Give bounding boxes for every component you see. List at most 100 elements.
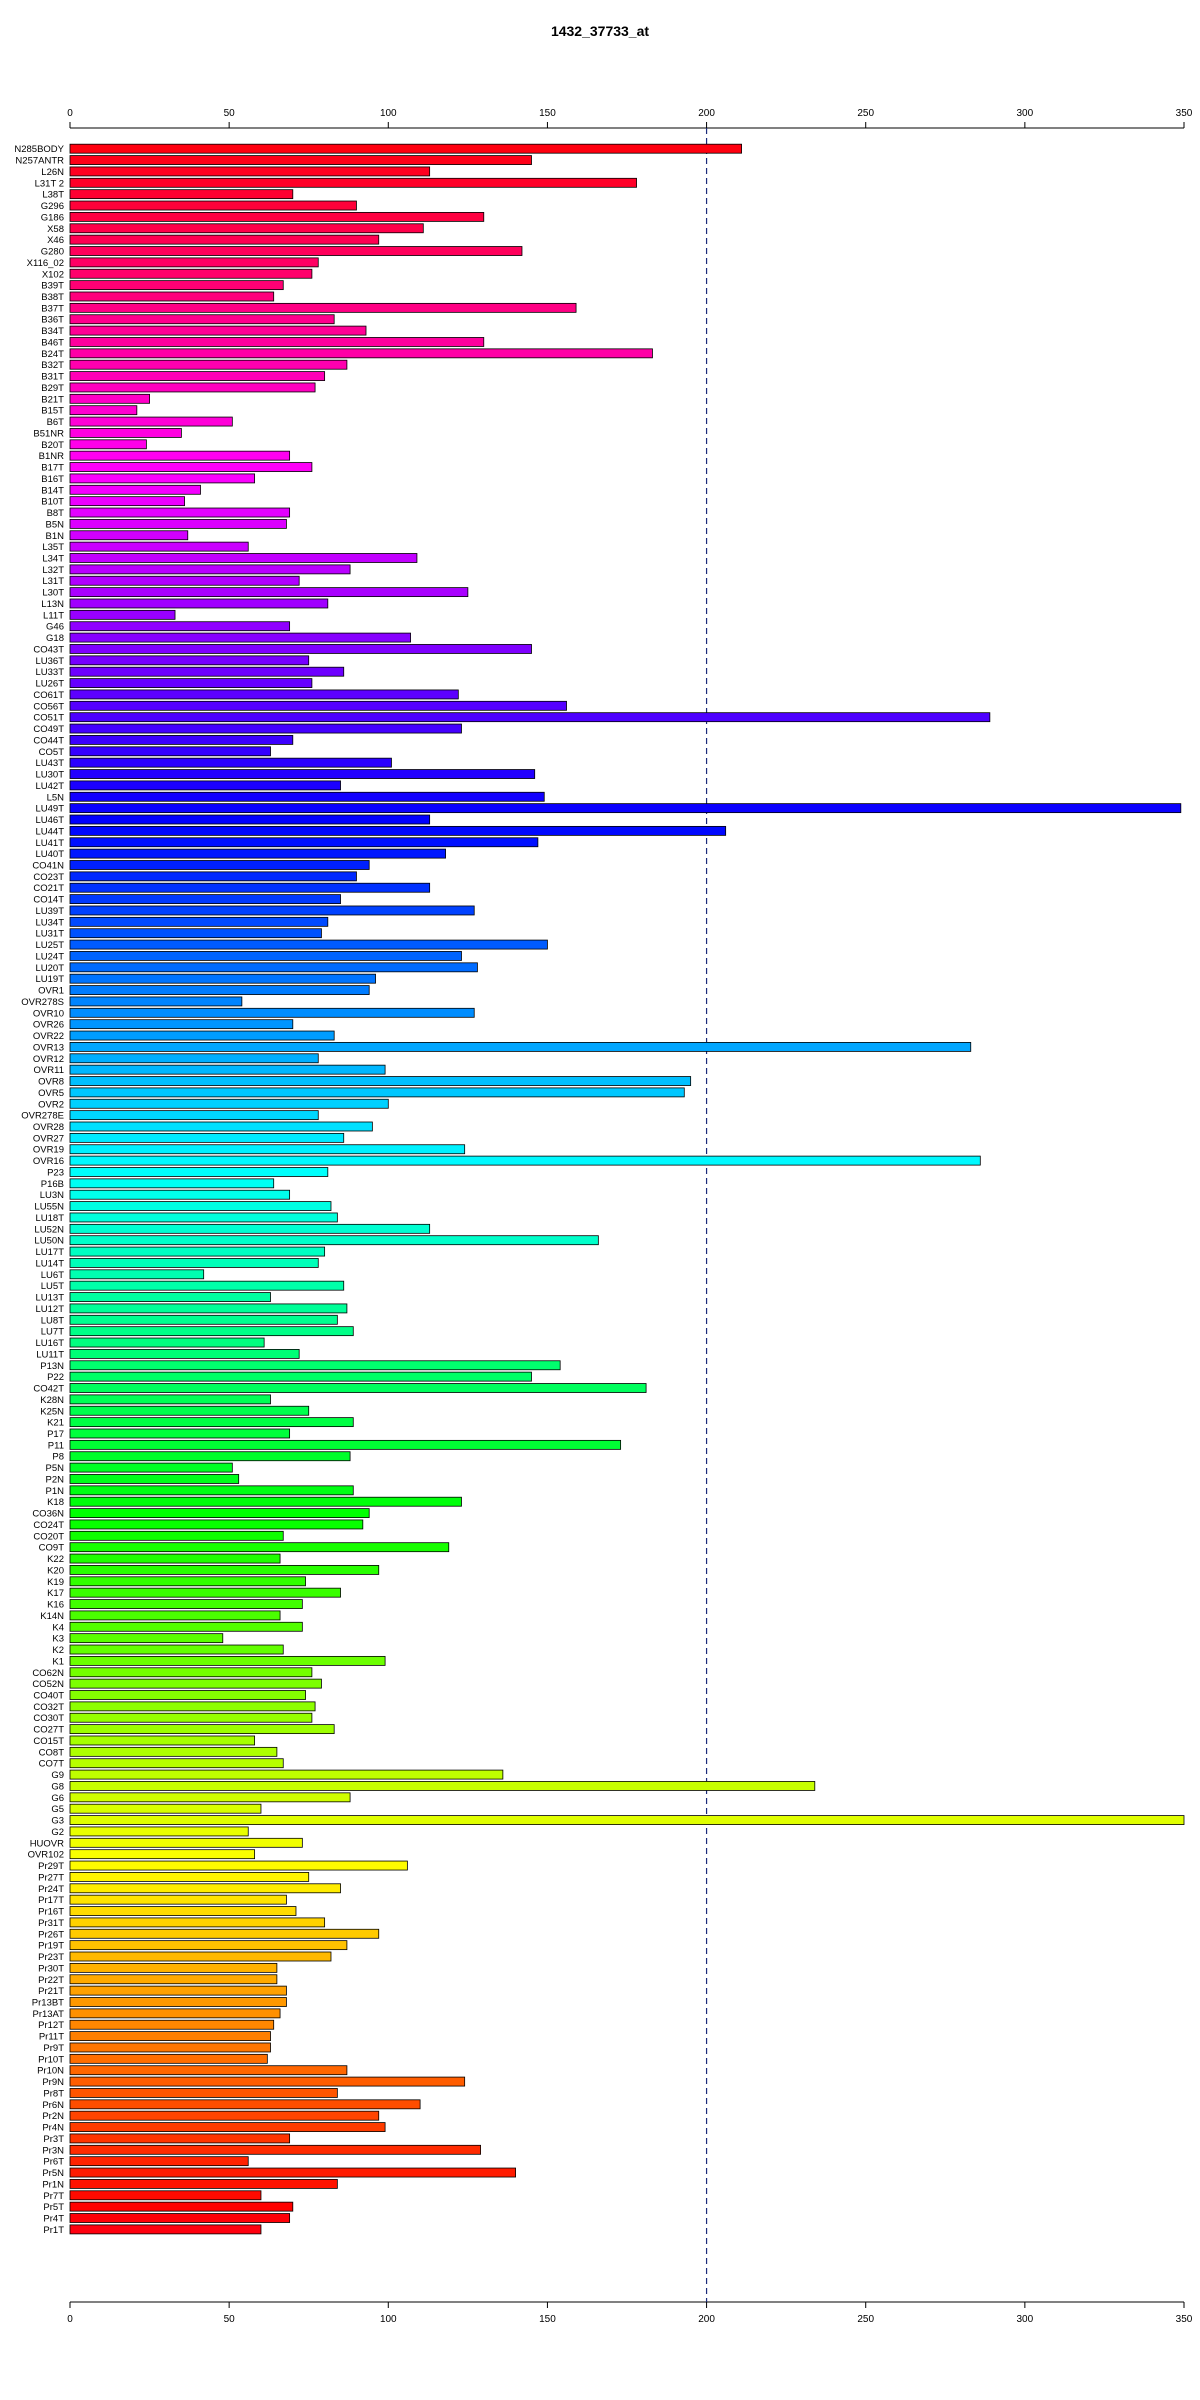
- category-label: P11: [48, 1440, 64, 1451]
- bar-B21T: [69, 393, 150, 404]
- bottom-tick-label: 350: [1176, 2314, 1193, 2325]
- category-label: G6: [51, 1793, 64, 1804]
- bar-G186: [69, 212, 485, 222]
- category-label: G2: [51, 1827, 64, 1838]
- category-label: Pr11T: [39, 2032, 64, 2043]
- bar-LU18T: [69, 1212, 338, 1223]
- bar-Pr9T: [69, 2042, 271, 2053]
- bar-Pr16T: [69, 1906, 297, 1916]
- bar-LU16T: [69, 1337, 265, 1348]
- category-label: G9: [51, 1770, 64, 1781]
- category-label: B8T: [47, 508, 65, 519]
- top-tick-label: 350: [1176, 108, 1193, 119]
- category-label: CO40T: [33, 1691, 64, 1702]
- category-label: CO14T: [33, 895, 64, 906]
- category-label: Pr4N: [42, 2123, 64, 2134]
- bar-OVR11: [69, 1064, 386, 1075]
- category-label: K25N: [40, 1406, 64, 1417]
- category-label: L35T: [42, 542, 64, 553]
- category-label: LU50N: [34, 1236, 64, 1247]
- bar-LU25T: [69, 939, 548, 950]
- category-label: K14N: [40, 1611, 64, 1622]
- bottom-x-axis: 0 50 100 150 200 250 300 350: [67, 2301, 1193, 2325]
- bar-OVR278S: [69, 996, 243, 1007]
- bar-OVR22: [69, 1030, 335, 1041]
- bar-L32T: [69, 564, 351, 575]
- top-tick-label: 0: [67, 108, 73, 119]
- category-label: CO27T: [33, 1725, 64, 1736]
- category-label: B34T: [41, 326, 64, 337]
- category-label: L26N: [41, 167, 64, 178]
- bar-P13N: [69, 1360, 561, 1371]
- bar-CO42T: [69, 1383, 647, 1393]
- category-label: CO20T: [33, 1531, 64, 1542]
- bar-Pr5T: [69, 2201, 294, 2212]
- category-label: Pr3T: [43, 2134, 64, 2145]
- category-label: OVR102: [28, 1850, 64, 1861]
- bar-CO7T: [69, 1758, 284, 1769]
- category-label: K16: [47, 1600, 64, 1611]
- bar-B15T: [69, 405, 138, 416]
- category-label: B37T: [41, 303, 64, 314]
- bar-CO21T: [69, 882, 431, 893]
- category-label: OVR26: [33, 1020, 64, 1031]
- category-label: OVR22: [33, 1031, 64, 1042]
- category-label: LU6T: [41, 1270, 64, 1281]
- category-label: X116_02: [27, 258, 64, 269]
- bar-LU49T: [69, 803, 1182, 814]
- bars: [69, 143, 1185, 2235]
- bar-CO15T: [69, 1735, 256, 1746]
- bar-CO43T: [69, 644, 532, 654]
- bar-L31T: [69, 575, 300, 586]
- bar-L13N: [69, 598, 329, 609]
- bar-Pr9N: [69, 2076, 466, 2087]
- category-label: P13N: [40, 1361, 64, 1372]
- bar-B29T: [69, 382, 316, 393]
- category-label: OVR278E: [21, 1111, 64, 1122]
- bar-Pr12T: [69, 2019, 275, 2030]
- category-label: B10T: [41, 497, 64, 508]
- bar-Pr17T: [69, 1894, 287, 1905]
- bottom-tick-label: 250: [857, 2314, 874, 2325]
- bar-G280: [69, 246, 523, 256]
- category-label: LU14T: [35, 1258, 64, 1269]
- category-label: Pr6N: [42, 2100, 64, 2111]
- bar-Pr29T: [69, 1860, 408, 1871]
- category-label: OVR13: [33, 1042, 64, 1053]
- category-label: LU31T: [35, 929, 64, 940]
- category-label: OVR12: [33, 1054, 64, 1065]
- category-label: LU46T: [35, 815, 64, 826]
- category-label: G186: [41, 212, 64, 223]
- bar-Pr30T: [69, 1962, 278, 1973]
- bar-Pr13AT: [69, 2008, 281, 2019]
- bar-Pr1T: [69, 2224, 262, 2235]
- bar-CO32T: [69, 1701, 316, 1712]
- bar-L34T: [69, 553, 418, 563]
- bar-B24T: [69, 348, 653, 359]
- category-label: Pr27T: [38, 1872, 64, 1883]
- bar-Pr6T: [69, 2156, 249, 2167]
- category-label: Pr10T: [38, 2054, 64, 2065]
- category-label: OVR2: [38, 1099, 64, 1110]
- bar-P2N: [69, 1474, 240, 1484]
- bar-B38T: [69, 291, 275, 302]
- bar-Pr10N: [69, 2065, 348, 2076]
- bar-B6T: [69, 416, 233, 427]
- bar-OVR278E: [69, 1110, 319, 1121]
- category-label: CO15T: [33, 1736, 64, 1747]
- category-label: Pr21T: [38, 1986, 64, 1997]
- bar-N257ANTR: [69, 155, 532, 165]
- category-label: K19: [47, 1577, 64, 1588]
- category-label: B5N: [46, 519, 65, 530]
- category-label: CO62N: [32, 1668, 64, 1679]
- bar-LU55N: [69, 1201, 332, 1211]
- category-label: CO8T: [39, 1747, 65, 1758]
- category-label: OVR11: [34, 1065, 64, 1076]
- bar-X102: [69, 268, 313, 279]
- bar-G18: [69, 632, 411, 643]
- bar-Pr23T: [69, 1951, 332, 1962]
- category-label: OVR278S: [21, 997, 64, 1008]
- category-label: X46: [47, 235, 64, 246]
- category-label: Pr31T: [38, 1918, 64, 1929]
- category-label: P17: [47, 1429, 64, 1440]
